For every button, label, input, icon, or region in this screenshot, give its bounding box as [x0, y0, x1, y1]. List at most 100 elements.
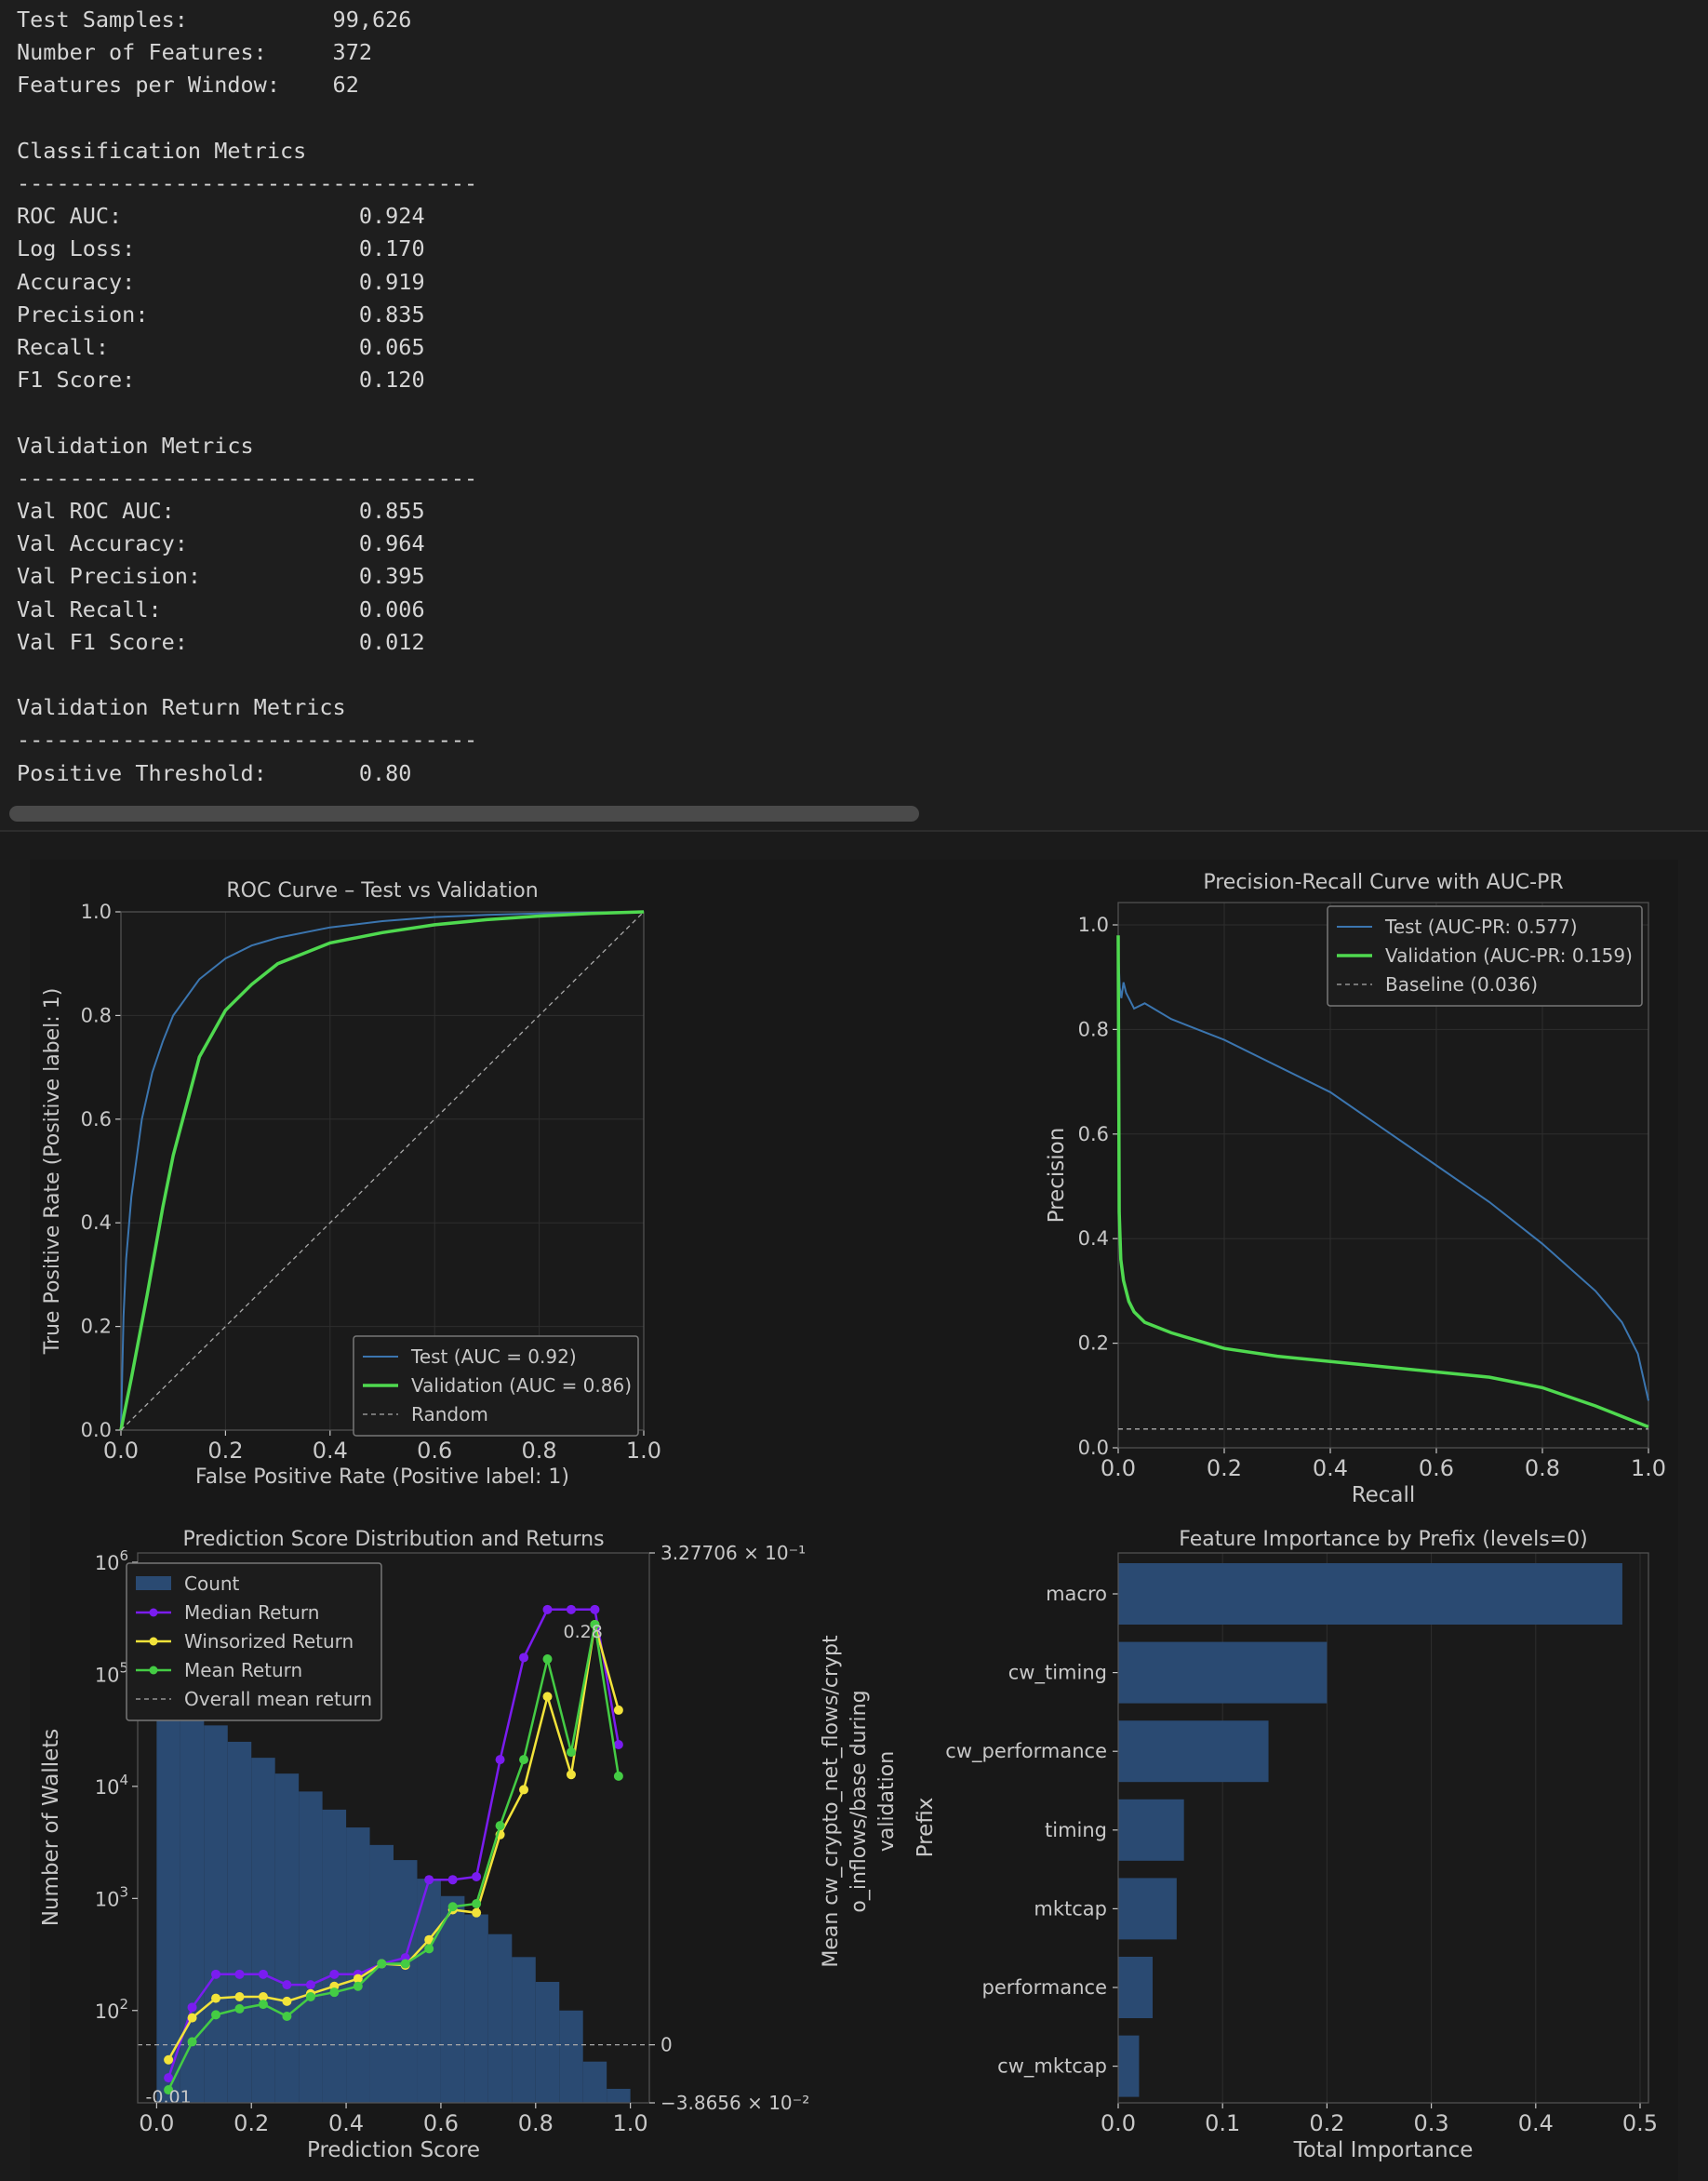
fi-x-tick-label: 0.3	[1414, 2110, 1449, 2136]
fi-title: Feature Importance by Prefix (levels=0)	[1179, 1528, 1587, 1551]
dist-point	[613, 1771, 623, 1781]
pr-title: Precision-Recall Curve with AUC-PR	[1203, 871, 1563, 894]
dist-legend-label: Median Return	[184, 1601, 319, 1624]
dist-point	[211, 2010, 221, 2020]
dist-count-bar	[440, 1895, 465, 2103]
roc-legend-label: Test (AUC = 0.92)	[410, 1345, 577, 1368]
dist-x-tick-label: 0.0	[139, 2110, 174, 2136]
dist-point	[211, 1993, 221, 2003]
dist-point	[566, 1604, 576, 1614]
roc-legend	[353, 1335, 639, 1437]
dist-x-tick-label: 1.0	[613, 2110, 648, 2136]
fi-x-tick-label: 0.4	[1518, 2110, 1554, 2136]
dist-point	[542, 1692, 553, 1702]
roc-x-tick-label: 0.8	[522, 1438, 557, 1464]
dist-point	[305, 1980, 315, 1990]
fi-bar	[1118, 2035, 1140, 2097]
pr-y-tick-label: 1.0	[1078, 914, 1109, 936]
dist-point	[211, 1969, 221, 1979]
pr-legend-label: Test (AUC-PR: 0.577)	[1384, 916, 1578, 938]
pr-x-tick-label: 0.2	[1207, 1455, 1242, 1481]
dist-count-bar	[607, 2088, 631, 2103]
fi-category-label: cw_performance	[945, 1740, 1107, 1763]
dist-point	[590, 1604, 600, 1614]
roc-y-tick-label: 0.6	[81, 1108, 112, 1131]
dist-y2-tick-label: −3.8656 × 10⁻²	[661, 2092, 809, 2114]
dist-point	[258, 2000, 268, 2010]
dist-y-tick-label: 106	[95, 1547, 128, 1574]
horizontal-scrollbar[interactable]	[9, 806, 919, 822]
dist-point	[424, 1944, 434, 1954]
roc-series-validation	[119, 910, 645, 1431]
dist-x-tick-label: 0.6	[423, 2110, 459, 2136]
fi-category-label: macro	[1046, 1583, 1107, 1605]
dist-count-bar	[464, 1914, 488, 2103]
dist-annotation: 0.28	[564, 1622, 603, 1642]
dist-y-tick-label: 105	[95, 1659, 128, 1686]
console-output: Test Samples: 99,626 Number of Features:…	[0, 0, 1708, 832]
pr-y-tick-label: 0.8	[1078, 1018, 1109, 1040]
pr-legend	[1327, 905, 1643, 1007]
fi-category-label: mktcap	[1034, 1897, 1107, 1920]
dist-point	[164, 2054, 174, 2065]
dist-count-bar	[417, 1879, 441, 2103]
dist-point	[187, 2037, 197, 2047]
dist-point	[613, 1705, 623, 1715]
dist-y2-label: validation	[875, 1751, 899, 1852]
pr-x-label: Recall	[1352, 1483, 1416, 1507]
dist-legend-marker	[149, 1608, 158, 1617]
dist-y-tick-label: 102	[95, 1996, 128, 2023]
dist-legend	[126, 1562, 382, 1721]
dist-point	[472, 1871, 482, 1881]
fi-bar	[1118, 1641, 1328, 1704]
fi-bar	[1118, 1957, 1154, 2018]
dist-count-bar	[559, 2010, 583, 2103]
pr-y-tick-label: 0.2	[1078, 1332, 1109, 1355]
dist-count-bar	[369, 1844, 394, 2103]
dist-count-bar	[227, 1741, 252, 2103]
fi-category-label: cw_timing	[1008, 1662, 1107, 1685]
dist-x-label: Prediction Score	[307, 2138, 480, 2162]
roc-y-tick-label: 0.8	[81, 1004, 112, 1026]
dist-point	[353, 1974, 363, 1984]
dist-x-tick-label: 0.8	[518, 2110, 554, 2136]
dist-count-bar	[394, 1860, 418, 2103]
dist-point	[187, 2002, 197, 2013]
pr-y-tick-label: 0.0	[1078, 1437, 1109, 1459]
fi-bar	[1118, 1878, 1177, 1940]
fi-bar	[1118, 1720, 1269, 1783]
pr-y-tick-label: 0.4	[1078, 1227, 1109, 1250]
dist-point	[234, 2003, 245, 2014]
dist-y2-tick-label: 3.27706 × 10⁻¹	[661, 1542, 806, 1564]
pr-legend-label: Baseline (0.036)	[1385, 973, 1538, 996]
dist-legend-marker	[149, 1637, 158, 1646]
dist-count-bar	[535, 1982, 560, 2103]
pr-x-tick-label: 1.0	[1631, 1455, 1666, 1481]
dist-point	[187, 2013, 197, 2023]
roc-y-tick-label: 0.4	[81, 1211, 112, 1234]
dist-point	[472, 1899, 482, 1909]
dist-count-bar	[322, 1809, 347, 2103]
figure-panel: 0.0 0.2 0.4 0.6 0.8 1.0 0.0 0.2 0.4 0.6 0.8 1.0 ROC …	[30, 860, 1678, 2181]
dist-point	[258, 1969, 268, 1979]
pr-series-test	[1117, 951, 1649, 1401]
roc-legend-label: Validation (AUC = 0.86)	[411, 1374, 632, 1397]
roc-y-label: True Positive Rate (Positive label: 1)	[41, 988, 64, 1356]
roc-x-tick-label: 0.6	[417, 1438, 452, 1464]
fi-category-label: performance	[982, 1976, 1108, 1999]
dist-count-bar	[512, 1957, 536, 2103]
dist-point	[495, 1755, 505, 1765]
roc-x-label: False Positive Rate (Positive label: 1)	[195, 1465, 569, 1489]
dist-count-bar	[156, 1674, 180, 2103]
dist-point	[282, 1980, 292, 1990]
dist-point	[282, 1996, 292, 2006]
dist-legend-label: Overall mean return	[184, 1688, 372, 1710]
fi-x-label: Total Importance	[1293, 2138, 1474, 2162]
dist-legend-label: Mean Return	[184, 1659, 302, 1681]
pr-x-tick-label: 0.4	[1313, 1455, 1348, 1481]
pr-y-tick-label: 0.6	[1078, 1123, 1109, 1145]
roc-y-tick-label: 0.2	[81, 1316, 112, 1338]
dist-count-bar	[204, 1725, 228, 2103]
dist-title: Prediction Score Distribution and Return…	[182, 1528, 604, 1551]
dist-legend-label: Count	[184, 1572, 240, 1595]
